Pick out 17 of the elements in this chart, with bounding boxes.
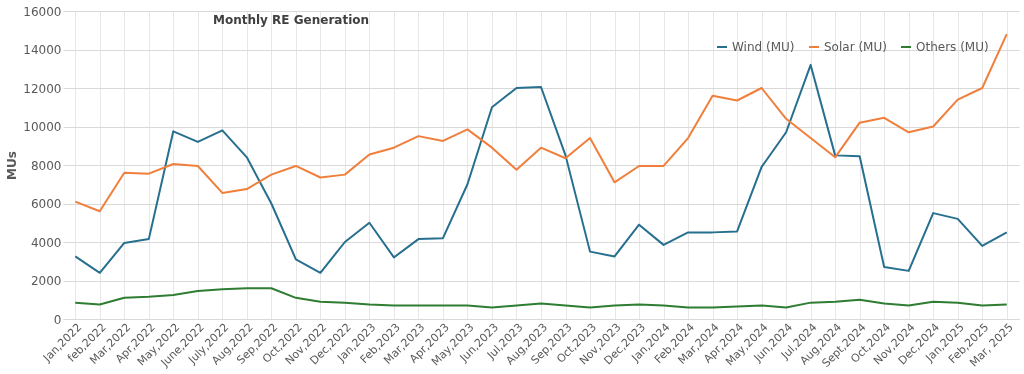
- y-tick-label: 6000: [30, 197, 62, 211]
- legend-label: Wind (MU): [732, 40, 795, 54]
- y-axis-title: MUs: [5, 151, 20, 180]
- line-series: [74, 287, 1008, 309]
- y-tick-label: 10000: [23, 120, 62, 134]
- y-tick-label: 12000: [23, 81, 62, 96]
- line-series: [74, 33, 1008, 213]
- legend-label: Others (MU): [916, 40, 989, 54]
- y-tick-label: 2000: [30, 274, 62, 288]
- legend-label: Solar (MU): [824, 40, 887, 54]
- y-tick-label: 16000: [23, 4, 62, 19]
- y-tick-label: 0: [53, 312, 62, 327]
- line-series: [74, 63, 1008, 274]
- y-tick-label: 8000: [30, 158, 62, 173]
- y-tick-label: 14000: [23, 43, 62, 57]
- y-tick-label: 4000: [30, 235, 62, 250]
- chart-title: Monthly RE Generation: [212, 13, 370, 27]
